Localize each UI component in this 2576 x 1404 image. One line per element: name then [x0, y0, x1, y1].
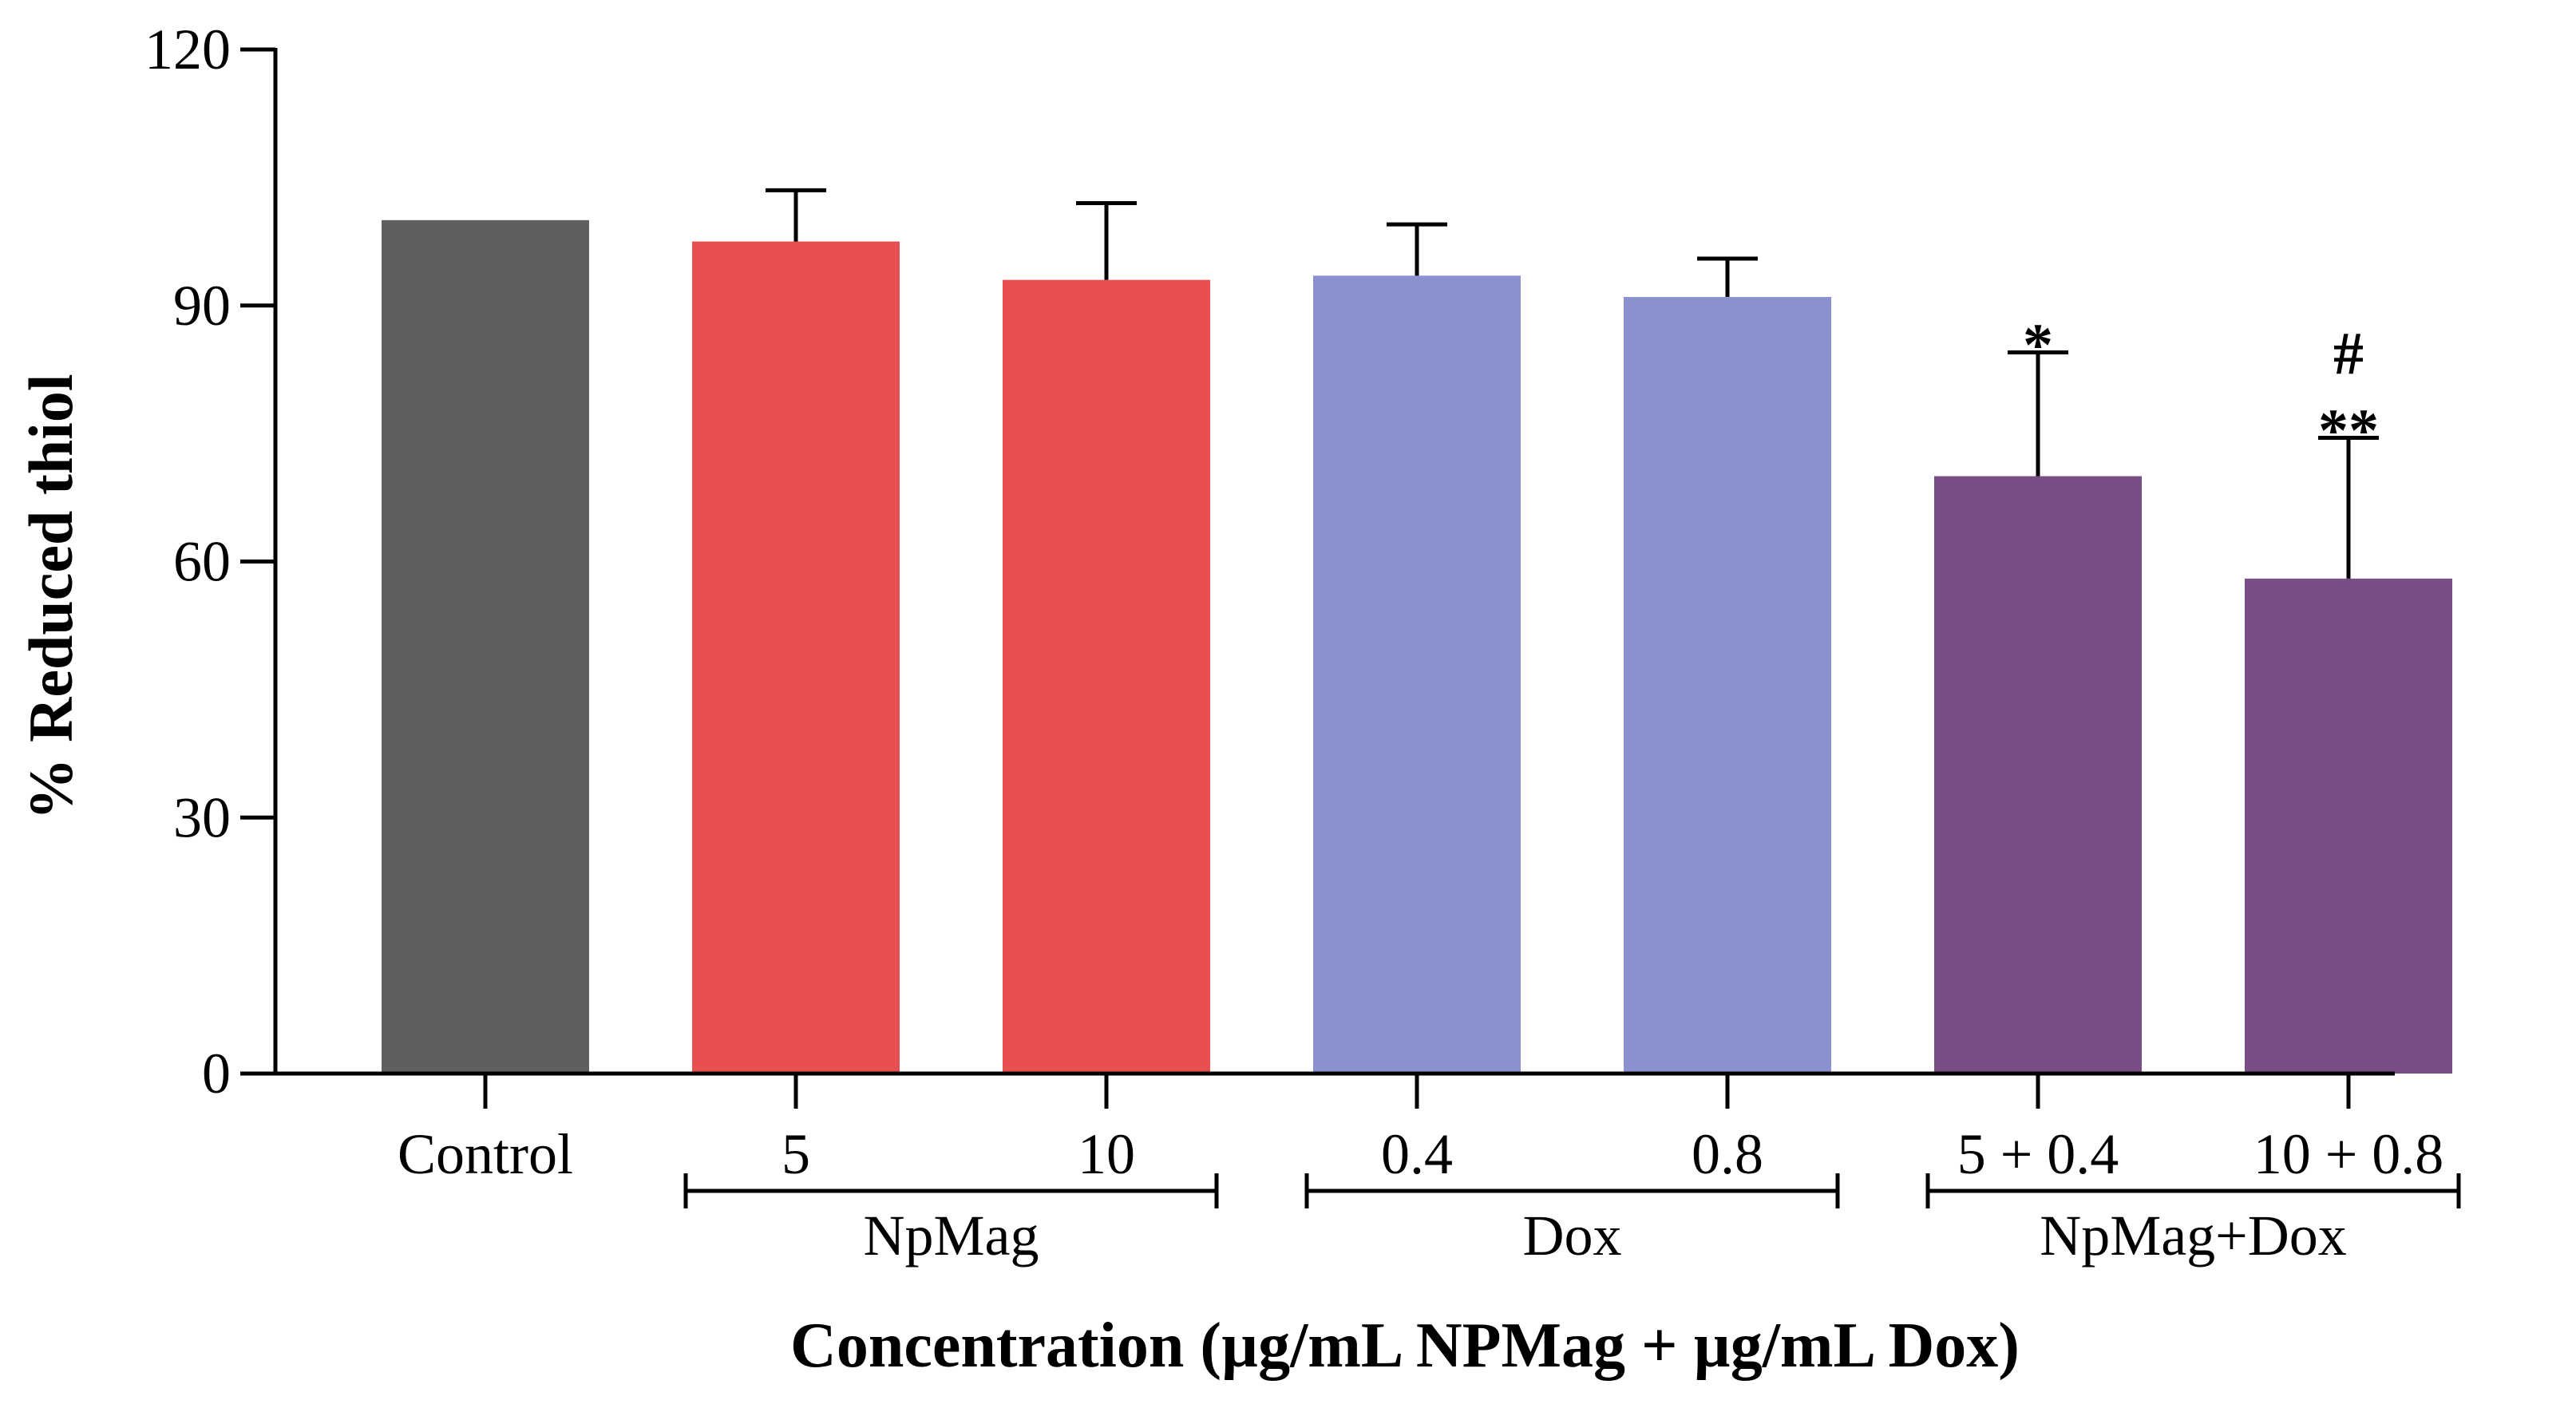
y-tick-label-30: 30: [173, 785, 231, 849]
bar-control: [382, 219, 589, 1074]
bar-0-8: [1624, 297, 1831, 1074]
y-tick-label-60: 60: [173, 530, 231, 594]
x-tick-label-10: 10: [1078, 1122, 1135, 1186]
group-label-npmag-dox: NpMag+Dox: [2040, 1204, 2347, 1268]
y-tick-label-0: 0: [202, 1042, 231, 1105]
x-tick-label-0-8: 0.8: [1692, 1122, 1763, 1186]
significance-mark-10-0-8-0: #: [2333, 320, 2364, 387]
x-axis-title: Concentration (µg/mL NPMag + µg/mL Dox): [790, 1311, 2020, 1381]
x-tick-label-5: 5: [782, 1122, 810, 1186]
significance-annotations-layer: * # **: [2023, 312, 2379, 465]
bar-10: [1003, 279, 1210, 1074]
bars-layer: [382, 219, 2452, 1074]
x-tick-label-control: Control: [398, 1122, 573, 1186]
bar-0-4: [1313, 275, 1521, 1074]
y-tick-label-90: 90: [173, 274, 231, 338]
y-tick-label-120: 120: [144, 18, 231, 81]
error-bars-layer: [766, 188, 2379, 579]
x-ticks-layer: Control 5 10 0.4 0.8 5 + 0.4 10 + 0.8: [398, 1074, 2443, 1186]
x-tick-label-5-0-4: 5 + 0.4: [1957, 1122, 2119, 1186]
y-axis-title: % Reduced thiol: [16, 374, 85, 820]
bar-10-0-8: [2245, 578, 2452, 1074]
bar-5: [692, 241, 900, 1074]
y-ticks-layer: 0 30 60 90 120: [144, 18, 275, 1105]
group-label-dox: Dox: [1523, 1204, 1622, 1268]
significance-mark-5-0-4-0: *: [2023, 312, 2053, 379]
significance-mark-10-0-8-1: **: [2318, 397, 2379, 464]
x-tick-label-0-4: 0.4: [1381, 1122, 1453, 1186]
bar-5-0-4: [1934, 476, 2142, 1074]
group-brackets-layer: NpMag Dox NpMag+Dox: [683, 1173, 2461, 1268]
x-tick-label-10-0-8: 10 + 0.8: [2254, 1122, 2444, 1186]
group-label-npmag: NpMag: [864, 1204, 1039, 1268]
